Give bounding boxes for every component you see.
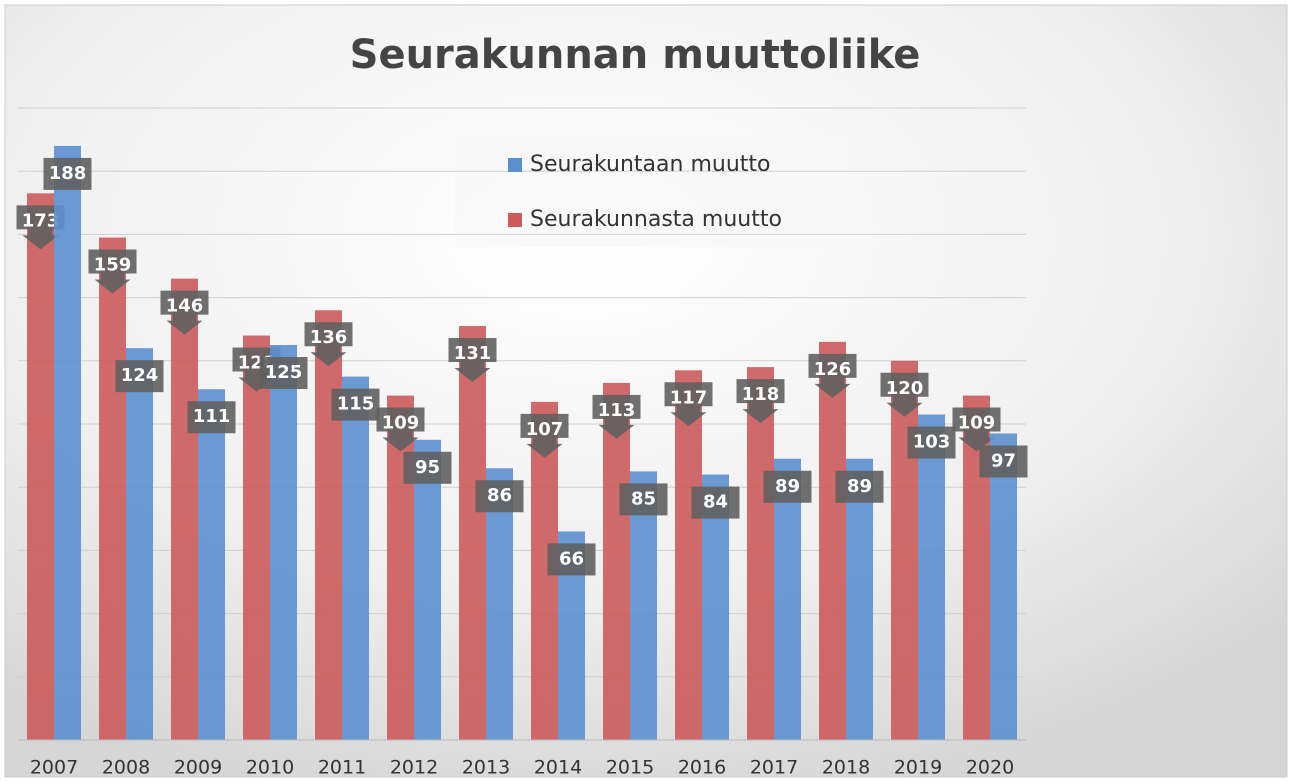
label-callout: [160, 290, 209, 335]
data-label: 97: [991, 450, 1016, 471]
x-tick-label: 2009: [174, 757, 222, 779]
label-box: [115, 360, 164, 393]
x-tick-label: 2011: [318, 757, 366, 779]
label-box: [403, 451, 452, 484]
bar: [99, 237, 126, 740]
bar: [675, 370, 702, 740]
data-label: 103: [913, 432, 951, 453]
bar: [603, 382, 630, 740]
data-label: 95: [415, 457, 440, 478]
bar: [630, 471, 657, 740]
data-label: 126: [814, 359, 852, 380]
data-label: 89: [847, 476, 872, 497]
data-label: 125: [265, 362, 303, 383]
label-callout: [304, 322, 353, 367]
chart-title: Seurakunnan muuttoliike: [350, 32, 921, 78]
x-tick-label: 2020: [966, 757, 1014, 779]
label-callout: [736, 379, 785, 424]
data-label: 188: [49, 163, 87, 184]
label-box: [835, 470, 884, 503]
data-label: 109: [958, 413, 996, 434]
label-box: [331, 388, 380, 421]
bar: [126, 348, 153, 740]
x-tick-label: 2017: [750, 757, 798, 779]
label-callout: [592, 394, 641, 439]
data-label: 85: [631, 488, 656, 509]
bar: [315, 310, 342, 740]
legend-swatch: [508, 158, 522, 172]
x-tick-label: 2018: [822, 757, 870, 779]
data-label: 136: [310, 327, 348, 348]
data-label: 89: [775, 476, 800, 497]
label-callout: [88, 249, 137, 294]
data-label: 111: [193, 406, 231, 427]
legend-swatch: [508, 213, 522, 227]
data-label: 173: [22, 210, 60, 231]
legend-label: Seurakuntaan muutto: [530, 152, 770, 177]
bar: [342, 376, 369, 740]
x-tick-label: 2007: [30, 757, 78, 779]
bar: [891, 360, 918, 740]
label-callout: [952, 407, 1001, 452]
legend-box: [455, 137, 845, 247]
label-box: [547, 543, 596, 576]
label-box: [43, 157, 92, 190]
data-label: 124: [121, 365, 159, 386]
bar: [54, 145, 81, 741]
x-tick-label: 2014: [534, 757, 582, 779]
bar: [486, 468, 513, 740]
x-tick-label: 2016: [678, 757, 726, 779]
label-callout: [664, 382, 713, 427]
data-label: 86: [487, 485, 512, 506]
x-tick-label: 2019: [894, 757, 942, 779]
x-tick-label: 2013: [462, 757, 510, 779]
data-label: 120: [886, 378, 924, 399]
label-box: [979, 445, 1028, 478]
bar: [270, 345, 297, 740]
data-label: 159: [94, 255, 132, 276]
data-label: 146: [166, 296, 204, 317]
label-box: [907, 426, 956, 459]
data-label: 109: [382, 413, 420, 434]
data-label: 115: [337, 394, 375, 415]
data-label: 113: [598, 400, 636, 421]
bar: [990, 433, 1017, 740]
x-tick-label: 2008: [102, 757, 150, 779]
bar: [846, 458, 873, 740]
data-label: 84: [703, 492, 728, 513]
data-label: 131: [454, 343, 492, 364]
legend-label: Seurakunnasta muutto: [530, 207, 782, 232]
label-box: [187, 401, 236, 434]
x-tick-label: 2015: [606, 757, 654, 779]
bar: [198, 389, 225, 740]
bar: [819, 341, 846, 740]
data-label: 118: [742, 384, 780, 405]
data-label: 66: [559, 548, 584, 569]
label-callout: [16, 205, 65, 250]
bar: [171, 278, 198, 740]
bar: [459, 326, 486, 740]
bar: [27, 193, 54, 740]
label-callout: [376, 407, 425, 452]
label-callout: [808, 353, 857, 398]
label-box: [763, 470, 812, 503]
bar: [702, 474, 729, 740]
bar: [918, 414, 945, 740]
x-tick-label: 2010: [246, 757, 294, 779]
bar: [414, 439, 441, 740]
data-label: 107: [526, 419, 564, 440]
data-label: 117: [670, 387, 708, 408]
label-box: [475, 480, 524, 513]
label-callout: [448, 338, 497, 383]
label-box: [619, 483, 668, 516]
label-box: [691, 486, 740, 519]
label-callout: [880, 372, 929, 417]
bar: [774, 458, 801, 740]
bar: [747, 367, 774, 740]
label-box: [259, 357, 308, 389]
bar: [243, 335, 270, 740]
label-callout: [520, 413, 569, 458]
x-tick-label: 2012: [390, 757, 438, 779]
